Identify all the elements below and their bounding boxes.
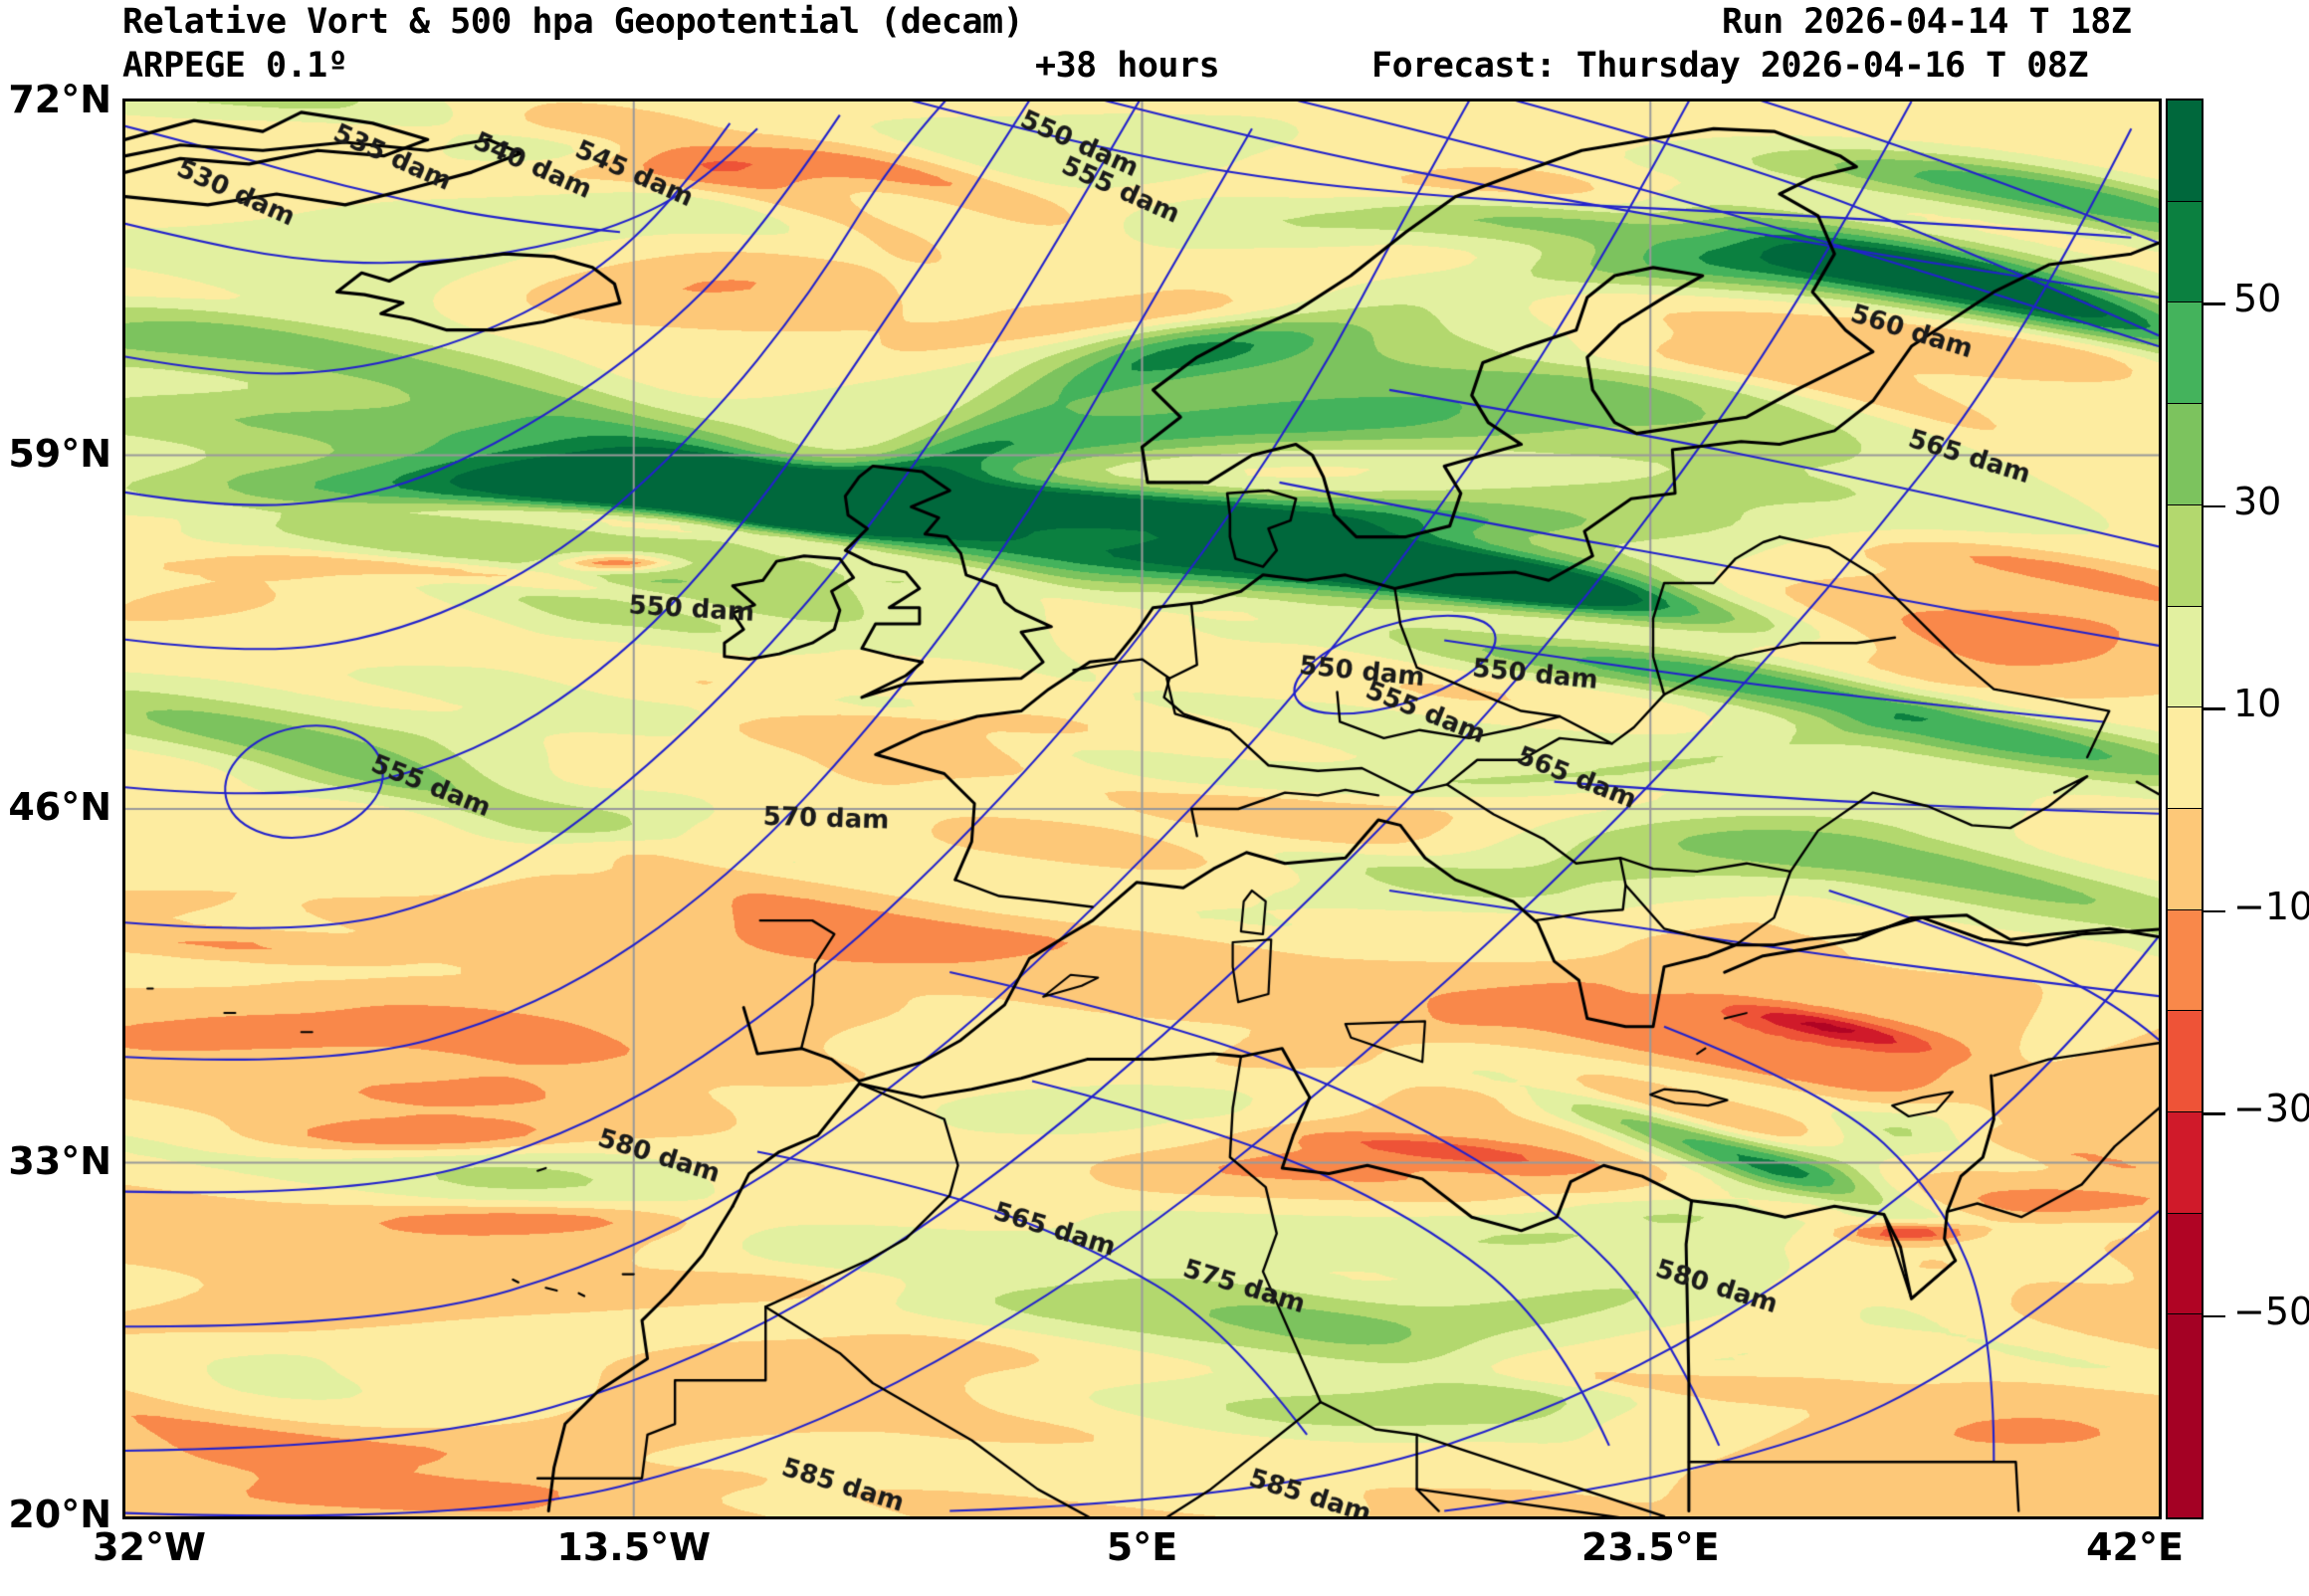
y-axis-tick-label: 72°N (8, 78, 111, 121)
x-axis-tick-label: 23.5°E (1580, 1525, 1720, 1569)
colorbar-tick-label: 30 (2233, 479, 2282, 523)
colorbar-tick-label: 10 (2233, 682, 2282, 726)
vorticity-map-canvas (125, 101, 2159, 1516)
colorbar-band (2168, 100, 2202, 202)
map-plot-area[interactable] (122, 99, 2162, 1519)
colorbar-tick (2204, 504, 2225, 508)
header-bar: Relative Vort & 500 hpa Geopotential (de… (0, 0, 2309, 96)
colorbar-tick-label: −50 (2233, 1289, 2309, 1333)
colorbar-band (2168, 1112, 2202, 1214)
colorbar-band (2168, 1011, 2202, 1113)
colorbar-tick (2204, 707, 2225, 710)
colorbar-band (2168, 504, 2202, 607)
y-axis-tick-label: 59°N (8, 431, 111, 476)
y-axis-tick-label: 20°N (8, 1493, 111, 1536)
page-title: Relative Vort & 500 hpa Geopotential (de… (122, 2, 1024, 42)
run-time-label: Run 2026-04-14 T 18Z (1722, 2, 2132, 42)
x-axis-tick-label: 13.5°W (556, 1525, 712, 1569)
colorbar-tick-label: −10 (2233, 884, 2309, 928)
colorbar-tick (2204, 1314, 2225, 1318)
colorbar-band (2168, 1213, 2202, 1315)
lead-time-label: +38 hours (1035, 46, 1220, 86)
colorbar-band (2168, 1314, 2202, 1517)
colorbar-tick (2204, 1112, 2225, 1115)
y-axis-tick-label: 46°N (8, 785, 111, 829)
colorbar (2166, 99, 2204, 1519)
colorbar-band (2168, 201, 2202, 303)
x-axis-tick-label: 5°E (1106, 1525, 1178, 1569)
colorbar-band (2168, 808, 2202, 910)
forecast-time-label: Forecast: Thursday 2026-04-16 T 08Z (1371, 46, 2089, 86)
colorbar-tick-label: 50 (2233, 277, 2282, 321)
colorbar-band (2168, 302, 2202, 405)
colorbar-tick (2204, 909, 2225, 913)
colorbar-tick (2204, 302, 2225, 305)
colorbar-tick-label: −30 (2233, 1087, 2309, 1131)
x-axis-tick-label: 32°W (93, 1525, 206, 1569)
colorbar-band (2168, 707, 2202, 809)
colorbar-band (2168, 606, 2202, 708)
y-axis-tick-label: 33°N (8, 1138, 111, 1183)
x-axis-tick-label: 42°E (2086, 1525, 2184, 1569)
colorbar-band (2168, 404, 2202, 505)
colorbar-band (2168, 909, 2202, 1012)
model-label: ARPEGE 0.1º (122, 46, 348, 86)
